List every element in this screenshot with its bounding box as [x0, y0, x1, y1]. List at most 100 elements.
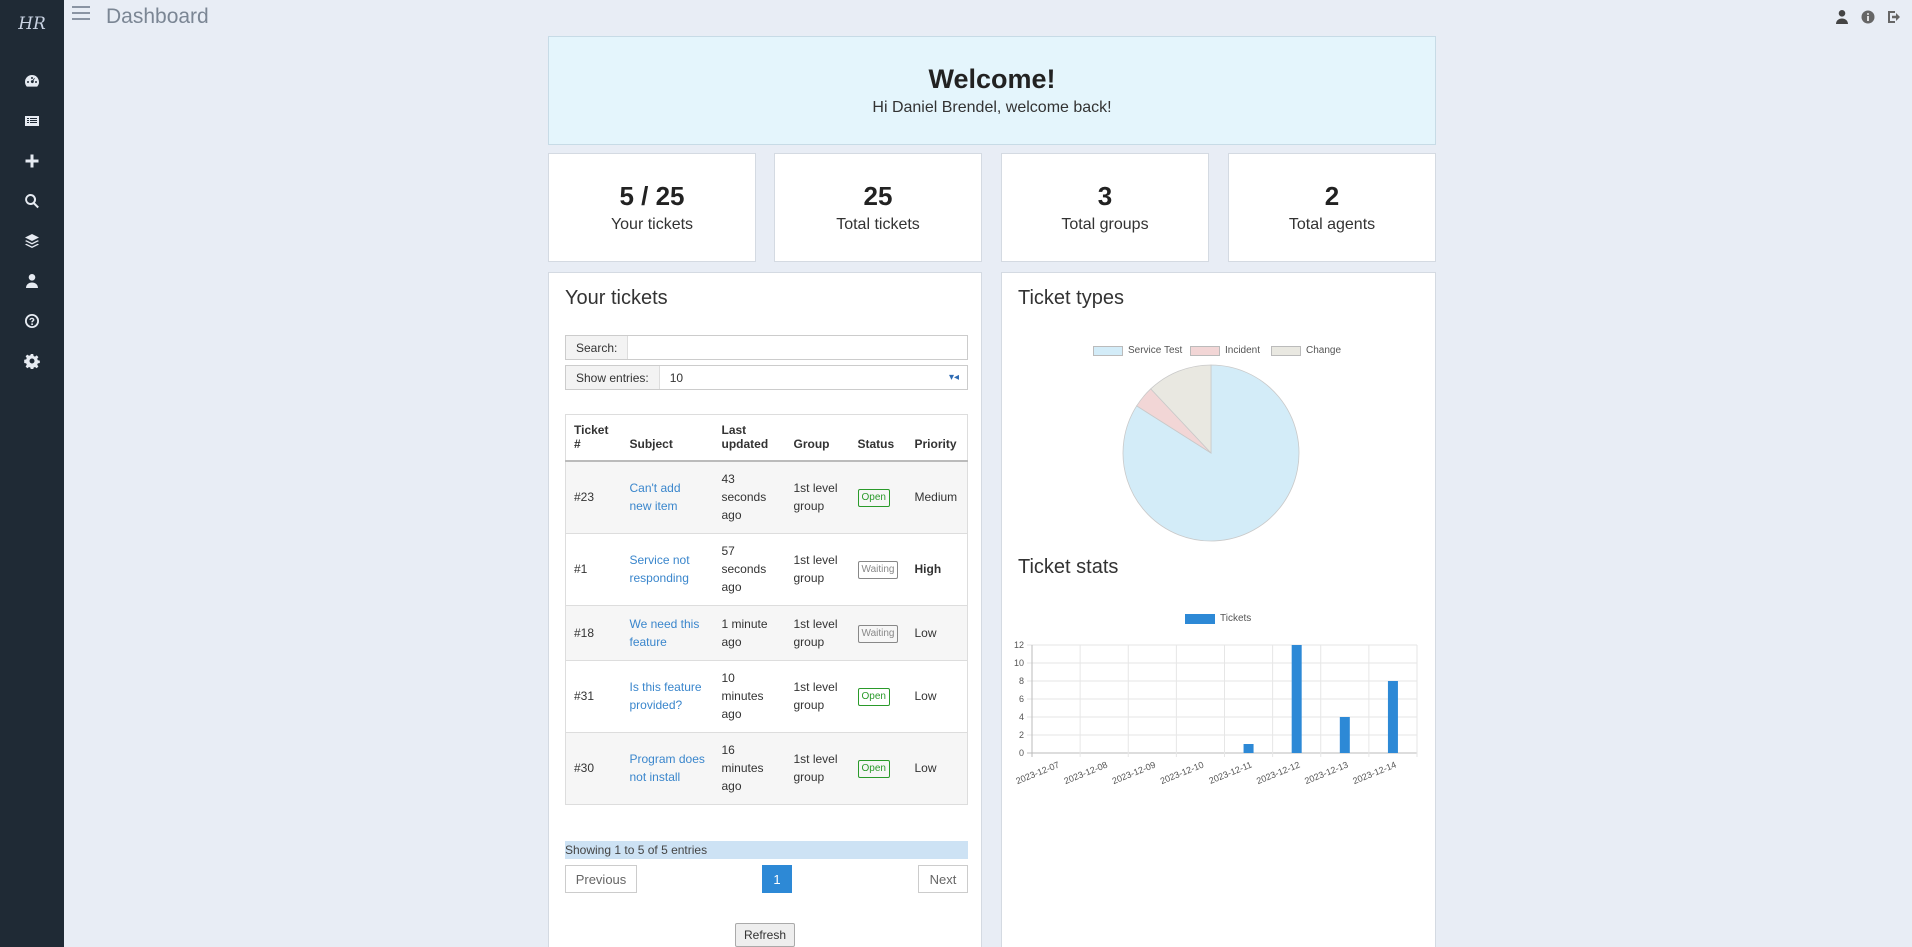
status-badge: Open	[857, 688, 890, 706]
ticket-id: #18	[565, 604, 622, 660]
bar-2023-12-12[interactable]	[1291, 645, 1302, 753]
sidebar-item-dashboard[interactable]	[0, 61, 64, 101]
sidebar-item-list[interactable]	[0, 101, 64, 141]
panel-title: Your tickets	[565, 287, 668, 309]
ticket-subject-link[interactable]: Is this feature provided?	[629, 680, 702, 712]
list-icon	[25, 116, 39, 126]
entries-select[interactable]: 10 ▾◂	[660, 371, 967, 385]
ticket-priority: Low	[906, 731, 969, 805]
search-icon	[25, 194, 39, 209]
x-tick-label: 2023-12-08	[1062, 760, 1108, 787]
legend-incident[interactable]: Incident	[1190, 345, 1260, 356]
status-badge: Open	[857, 489, 890, 508]
bar-2023-12-14[interactable]	[1387, 681, 1398, 753]
ticket-subject-link[interactable]: Service not responding	[629, 553, 690, 585]
entries-filter: Show entries: 10 ▾◂	[565, 365, 968, 390]
status-badge: Waiting	[857, 624, 899, 643]
ticket-group: 1st level group	[785, 731, 850, 805]
legend-label: Tickets	[1220, 613, 1252, 624]
your-tickets-panel: Your tickets Search: Show entries: 10 ▾◂…	[548, 272, 982, 947]
sidebar-item-new[interactable]	[0, 141, 64, 181]
bar-2023-12-13[interactable]	[1339, 717, 1350, 753]
x-tick-label: 2023-12-07	[1014, 760, 1060, 787]
x-tick-label: 2023-12-10	[1159, 760, 1205, 787]
ticket-id: #31	[565, 659, 622, 732]
legend-change[interactable]: Change	[1271, 345, 1341, 356]
stat-value: 2	[1324, 181, 1340, 211]
stat-total-agents: 2 Total agents	[1228, 153, 1436, 262]
refresh-button[interactable]: Refresh	[735, 923, 795, 947]
col-last-updated[interactable]: Last updated	[713, 414, 786, 462]
col-subject[interactable]: Subject	[621, 414, 714, 462]
col-group[interactable]: Group	[785, 414, 850, 462]
ticket-priority: Low	[906, 604, 969, 660]
entries-value: 10	[669, 370, 684, 385]
ticket-updated: 1 minute ago	[713, 604, 786, 660]
logout-icon[interactable]	[1886, 9, 1902, 25]
ticket-updated: 43 seconds ago	[713, 460, 786, 533]
status-badge: Waiting	[857, 561, 899, 579]
table-row: #18 We need this feature 1 minute ago 1s…	[565, 604, 969, 660]
legend-label: Incident	[1225, 345, 1261, 356]
stat-label: Total groups	[1061, 216, 1149, 233]
charts-panel: Ticket types Service Test Incident Chang…	[1001, 272, 1436, 947]
sidebar-item-settings[interactable]	[0, 341, 64, 381]
bar-2023-12-11[interactable]	[1243, 744, 1254, 753]
welcome-banner: Welcome! Hi Daniel Brendel, welcome back…	[548, 36, 1436, 145]
col-ticket[interactable]: Ticket #	[565, 414, 622, 462]
table-row: #23 Can't add new item 43 seconds ago 1s…	[565, 460, 969, 533]
ticket-group: 1st level group	[785, 604, 850, 660]
col-status[interactable]: Status	[849, 414, 907, 462]
ticket-group: 1st level group	[785, 460, 850, 533]
ticket-types-title: Ticket types	[1018, 287, 1124, 309]
legend-service-test[interactable]: Service Test	[1093, 345, 1182, 356]
y-tick-label: 12	[1014, 640, 1024, 650]
legend-swatch	[1271, 345, 1301, 356]
welcome-title: Welcome!	[928, 64, 1056, 94]
ticket-subject-link[interactable]: Program does not install	[629, 752, 705, 784]
ticket-subject-link[interactable]: Can't add new item	[629, 481, 681, 514]
status-badge: Open	[857, 760, 890, 778]
app-logo[interactable]: HR	[18, 14, 46, 34]
legend-swatch	[1093, 345, 1123, 356]
ticket-priority: Medium	[906, 460, 969, 533]
user-icon[interactable]	[1834, 9, 1850, 25]
stat-total-tickets: 25 Total tickets	[774, 153, 982, 262]
page-1-button[interactable]: 1	[762, 865, 792, 893]
ticket-id: #23	[565, 460, 622, 533]
next-button[interactable]: Next	[918, 865, 968, 893]
ticket-priority: Low	[906, 659, 969, 732]
pie-slice-change[interactable]	[1150, 364, 1212, 455]
search-input[interactable]	[628, 336, 967, 359]
legend-tickets[interactable]: Tickets	[1185, 613, 1251, 624]
stat-label: Total agents	[1288, 216, 1376, 233]
ticket-id: #1	[565, 532, 622, 605]
x-tick-label: 2023-12-14	[1351, 760, 1397, 787]
previous-button[interactable]: Previous	[565, 865, 637, 893]
table-row: #1 Service not responding 57 seconds ago…	[565, 532, 969, 605]
stat-total-groups: 3 Total groups	[1001, 153, 1209, 262]
ticket-subject-link[interactable]: We need this feature	[629, 616, 700, 649]
ticket-group: 1st level group	[785, 532, 850, 605]
page-title: Dashboard	[106, 5, 209, 28]
ticket-group: 1st level group	[785, 659, 850, 732]
table-row: #30 Program does not install 16 minutes …	[565, 731, 969, 805]
menu-toggle-icon[interactable]	[72, 6, 90, 22]
sidebar-item-layers[interactable]	[0, 221, 64, 261]
x-tick-label: 2023-12-13	[1303, 760, 1349, 787]
plus-icon	[25, 154, 39, 168]
y-tick-label: 6	[1019, 694, 1024, 704]
sidebar-item-help[interactable]	[0, 301, 64, 341]
stat-label: Total tickets	[836, 216, 920, 233]
tickets-table: Ticket # Subject Last updated Group Stat…	[565, 414, 969, 805]
sidebar-item-agents[interactable]	[0, 261, 64, 301]
info-icon[interactable]	[1860, 9, 1876, 25]
col-priority[interactable]: Priority	[906, 414, 969, 462]
legend-label: Change	[1306, 345, 1342, 356]
welcome-message: Hi Daniel Brendel, welcome back!	[872, 99, 1112, 116]
sidebar-item-search[interactable]	[0, 181, 64, 221]
ticket-updated: 16 minutes ago	[713, 731, 786, 805]
ticket-types-pie-chart	[1122, 364, 1300, 542]
entries-label: Show entries:	[566, 366, 660, 389]
